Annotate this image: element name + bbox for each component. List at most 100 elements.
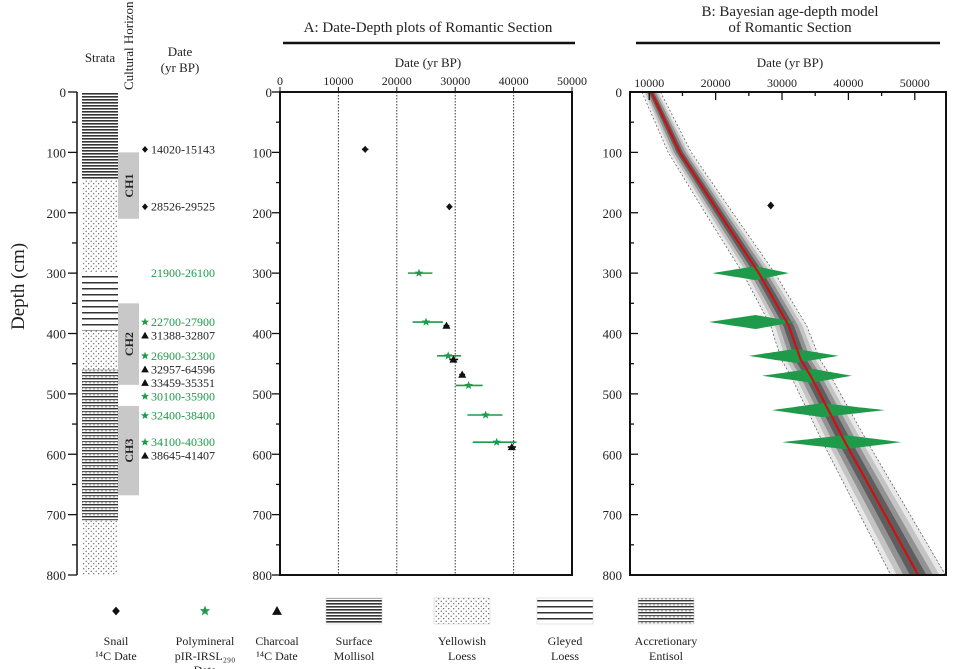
cultural-horizon-ch3: [118, 405, 139, 496]
legend-label-line2: ¹⁴C Date: [256, 649, 297, 663]
date-label: 22700-27900: [151, 315, 215, 329]
snail-data-point: [361, 145, 369, 153]
legend-label-line1: Snail: [104, 634, 129, 648]
panel-b-ytick-label: 100: [603, 145, 623, 160]
legend-label-line1: Surface: [336, 634, 373, 648]
depth-tick-label: 600: [47, 447, 67, 462]
panel-b-xtick-label: 40000: [833, 76, 863, 90]
star-data-point: [464, 380, 473, 390]
cultural-horizon-ch1: [118, 152, 139, 219]
panel-a-xlabel: Date (yr BP): [395, 55, 461, 70]
panel-a-xtick-label: 10000: [323, 74, 353, 88]
panel-a-ytick-label: 700: [253, 508, 273, 523]
depth-axis-label: Depth (cm): [8, 243, 29, 330]
stratum-surface-mollisol: [82, 92, 118, 180]
date-label: 32957-64596: [151, 362, 215, 376]
cultural-horizon-ch2: [118, 303, 139, 385]
charcoal-data-point: [442, 321, 451, 329]
depth-tick-label: 100: [47, 145, 67, 160]
star-data-point: [492, 437, 501, 446]
panel-a-frame: [279, 91, 573, 576]
snail-data-point: [446, 203, 453, 211]
legend-label-line2: Mollisol: [334, 649, 375, 663]
legend-label-line1: Accretionary: [635, 634, 698, 648]
panel-b-ytick-label: 500: [603, 387, 623, 402]
cultural-horizon-label: Cultural Horizon: [121, 1, 136, 90]
star-data-point: [481, 410, 490, 419]
panel-a-ytick-label: 0: [266, 85, 273, 100]
date-label: 33459-35351: [151, 376, 215, 390]
cultural-horizon-label: CH3: [122, 439, 136, 463]
stratum-accretionary-entisol: [82, 369, 118, 521]
date-label: 14020-15143: [151, 142, 215, 156]
star-data-point: [414, 268, 424, 277]
legend-label-line3: Date: [194, 663, 217, 669]
depth-tick-label: 500: [47, 387, 67, 402]
charcoal-data-point: [449, 355, 458, 363]
date-label: 32400-38400: [151, 409, 215, 423]
panel-a-xtick-label: 30000: [440, 74, 470, 88]
snail-marker: [142, 203, 148, 211]
panel-b-xlabel: Date (yr BP): [757, 55, 823, 70]
model-confidence-line: [660, 92, 946, 575]
panel-b-ytick-label: 600: [603, 447, 623, 462]
legend-surface-mollisol-swatch: [325, 597, 383, 625]
cultural-horizon-label: CH2: [122, 332, 136, 356]
panel-b-title-1: B: Bayesian age-depth model: [701, 4, 878, 20]
charcoal-marker: [141, 451, 149, 459]
legend-label-line2: Loess: [551, 649, 579, 663]
panel-a-xtick-label: 20000: [382, 74, 412, 88]
charcoal-marker: [141, 379, 149, 386]
charcoal-marker: [141, 331, 149, 339]
panel-b-ytick-label: 400: [603, 327, 623, 342]
legend-label-line2: pIR-IRSL₂₉₀: [175, 649, 236, 663]
panel-b-plot-area: [641, 92, 946, 575]
legend-gleyed-loess-swatch: [536, 597, 594, 625]
stratum-yellowish-loess: [82, 520, 118, 575]
panel-b-ytick-label: 300: [603, 266, 623, 281]
cultural-horizon-label: CH1: [122, 174, 136, 198]
legend-star-icon: [199, 605, 211, 616]
stratum-gleyed-loess: [82, 273, 118, 331]
panel-a-xtick-label: 50000: [557, 74, 587, 88]
legend-label-line2: ¹⁴C Date: [95, 649, 136, 663]
legend-accretionary-entisol-swatch: [637, 597, 695, 625]
probability-distribution: [712, 266, 789, 281]
model-confidence-line: [641, 92, 892, 575]
stratum-yellowish-loess: [82, 330, 118, 370]
date-label: 31388-32807: [151, 329, 215, 343]
panel-b-ytick-label: 700: [603, 508, 623, 523]
date-label: 34100-40300: [151, 435, 215, 449]
panel-a-xtick-label: 0: [277, 74, 283, 88]
star-marker: [141, 392, 149, 400]
probability-distribution: [762, 368, 852, 383]
depth-tick-label: 400: [47, 327, 67, 342]
charcoal-marker: [141, 365, 149, 373]
stratum-yellowish-loess: [82, 179, 118, 274]
panel-a-ytick-label: 100: [253, 145, 273, 160]
date-label: 30100-35900: [151, 389, 215, 403]
dynamic-marks: 0 100 200 300 400 500 600 700 800 CH1 CH2 CH3 14020-…: [47, 74, 947, 669]
star-marker: [141, 437, 149, 446]
legend-label-line1: Gleyed: [548, 634, 583, 648]
star-marker: [141, 351, 149, 360]
depth-tick-label: 300: [47, 266, 67, 281]
snail-marker: [142, 145, 148, 153]
star-data-point: [421, 317, 431, 326]
legend-label-line1: Charcoal: [255, 634, 299, 648]
outlier-snail-point: [767, 201, 775, 210]
legend-snail-icon: [112, 606, 120, 616]
panel-a-ytick-label: 300: [253, 266, 273, 281]
panel-b-ytick-label: 800: [603, 568, 623, 583]
legend-label-line1: Yellowish: [438, 634, 486, 648]
date-header-unit: (yr BP): [161, 60, 200, 75]
date-label: 38645-41407: [151, 449, 215, 463]
date-label: 26900-32300: [151, 349, 215, 363]
panel-b-xtick-label: 30000: [767, 76, 797, 90]
panel-a-ytick-label: 500: [253, 387, 273, 402]
